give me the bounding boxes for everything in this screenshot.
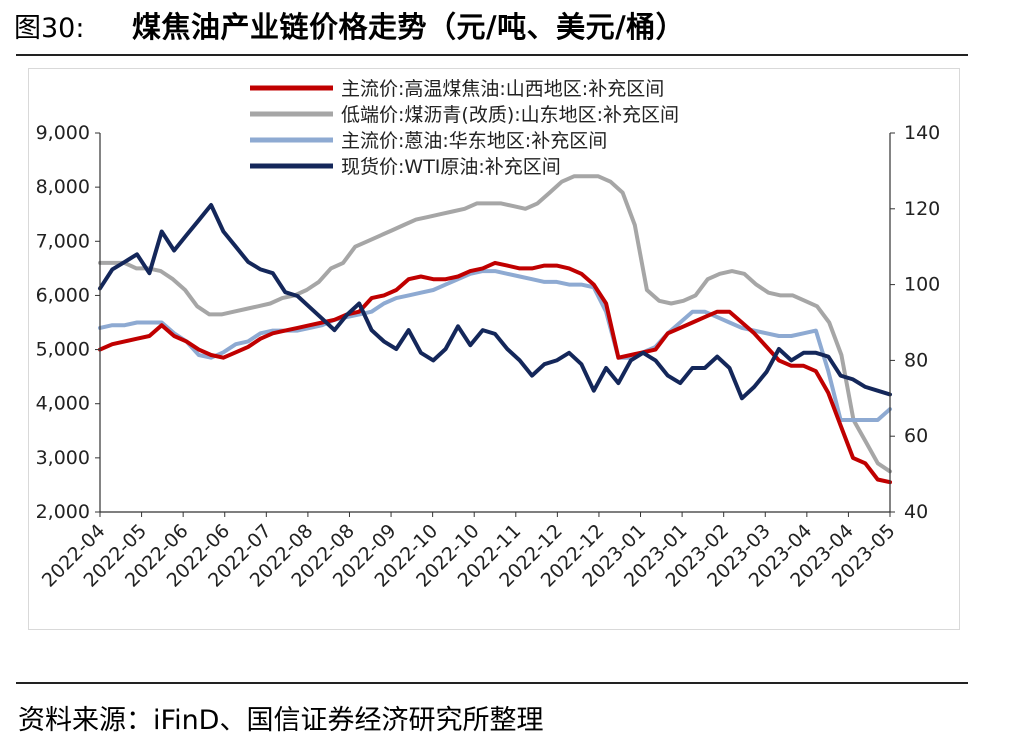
right-tick-label: 40 [904,501,928,523]
left-tick-label: 3,000 [36,447,90,469]
left-tick-label: 9,000 [36,122,90,144]
legend: 主流价:高温煤焦油:山西地区:补充区间低端价:煤沥青(改质):山东地区:补充区间… [250,78,679,178]
left-tick-label: 5,000 [36,339,90,361]
left-tick-label: 7,000 [36,230,90,252]
legend-label: 现货价:WTI原油:补充区间 [341,156,561,178]
line-chart: 2,000 3,000 4,000 5,000 6,000 7,000 8,000 9,000… [36,78,941,592]
axes-layer: 2,000 3,000 4,000 5,000 6,000 7,000 8,000 9,000… [36,122,941,592]
series-layer [98,174,892,485]
series-line [98,260,892,485]
source-note: 资料来源：iFinD、国信证券经济研究所整理 [18,705,544,736]
bottom-divider [16,682,968,684]
left-tick-label: 4,000 [36,393,90,415]
legend-label: 主流价:高温煤焦油:山西地区:补充区间 [341,78,664,100]
chart-frame [28,68,960,630]
series-line [98,203,892,401]
left-tick-label: 6,000 [36,284,90,306]
right-tick-label: 60 [904,425,928,447]
legend-label: 主流价:蒽油:华东地区:补充区间 [341,130,607,152]
figure-label: 图30: [14,13,85,44]
right-tick-label: 120 [904,198,940,220]
series-line [98,269,892,422]
top-divider [16,54,968,56]
right-tick-label: 140 [904,122,940,144]
left-tick-label: 2,000 [36,501,90,523]
right-tick-label: 100 [904,274,940,296]
left-tick-label: 8,000 [36,176,90,198]
right-tick-label: 80 [904,349,928,371]
figure-header: 图30: 煤焦油产业链价格走势（元/吨、美元/桶） [14,0,1004,56]
figure-title: 煤焦油产业链价格走势（元/吨、美元/桶） [132,10,686,44]
series-line [98,174,892,474]
legend-label: 低端价:煤沥青(改质):山东地区:补充区间 [341,104,679,126]
